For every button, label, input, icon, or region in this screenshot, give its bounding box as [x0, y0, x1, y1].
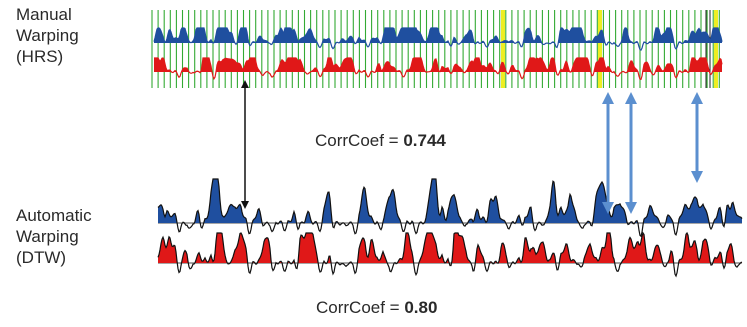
auto-red-signal — [157, 231, 743, 278]
manual-red-signal — [154, 57, 723, 80]
auto-label-line-1: Automatic — [16, 206, 92, 225]
auto-label-line-2: Warping — [16, 227, 79, 246]
corrcoef-automatic-label: CorrCoef = — [316, 298, 405, 317]
manual-blue-line — [153, 27, 723, 51]
automatic-warping-label: Automatic Warping (DTW) — [16, 205, 92, 268]
corrcoef-manual-label: CorrCoef = — [315, 131, 404, 150]
manual-label-line-2: Warping — [16, 26, 79, 45]
manual-red-fill — [154, 58, 722, 72]
manual-blue-fill — [154, 28, 722, 43]
auto-red-line — [157, 231, 743, 278]
auto-red-fill — [158, 233, 742, 263]
manual-blue-signal — [153, 27, 723, 51]
auto-blue-fill — [158, 179, 742, 223]
corrcoef-manual: CorrCoef = 0.744 — [315, 131, 446, 151]
corrcoef-automatic: CorrCoef = 0.80 — [316, 298, 437, 318]
manual-red-line — [154, 57, 723, 80]
auto-label-line-3: (DTW) — [16, 248, 67, 267]
manual-label-line-1: Manual — [16, 5, 72, 24]
corrcoef-automatic-value: 0.80 — [404, 298, 438, 317]
auto-blue-signal — [157, 178, 743, 238]
manual-label-line-3: (HRS) — [16, 47, 64, 66]
manual-highlight-lines — [501, 10, 718, 88]
manual-warping-label: Manual Warping (HRS) — [16, 4, 79, 67]
corrcoef-manual-value: 0.744 — [403, 131, 446, 150]
manual-grid-lines — [151, 10, 720, 88]
auto-blue-line — [157, 178, 743, 238]
